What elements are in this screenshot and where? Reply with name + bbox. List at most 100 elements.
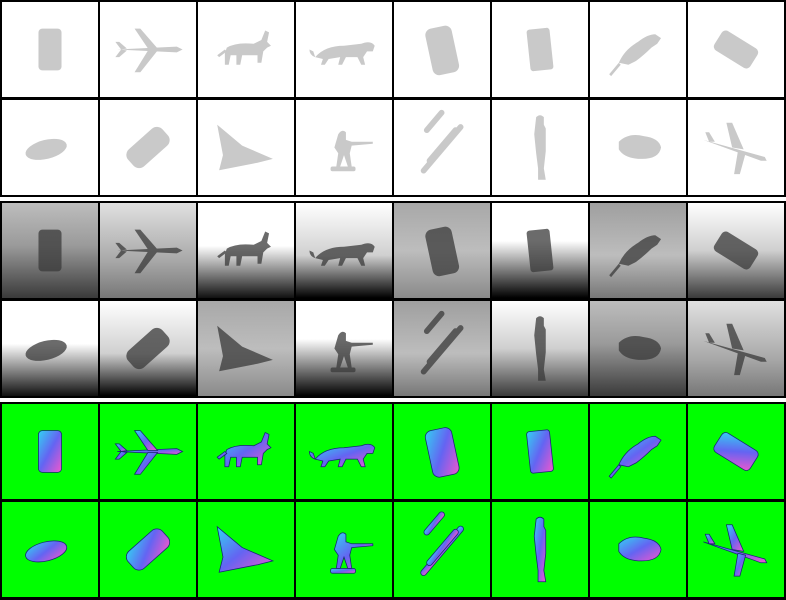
- rat-shape: [609, 34, 662, 77]
- view-cell-0-0-1: [100, 2, 196, 97]
- rat-render: [609, 235, 662, 278]
- view-cell-1-0-6: [590, 203, 686, 298]
- soldier-rifle-shape: [330, 331, 373, 373]
- view-cell-2-1-0: [2, 502, 98, 597]
- normal-map-grid: [0, 402, 786, 600]
- view-cell-2-1-5: [492, 502, 588, 597]
- rat-render: [609, 34, 662, 77]
- view-cell-1-1-3: [296, 301, 392, 396]
- airliner-angled-render: [703, 122, 767, 175]
- car-tilted-render: [126, 327, 170, 370]
- car-box-render: [526, 429, 554, 474]
- depth-grid: [0, 201, 786, 398]
- car-diagonal-shape: [713, 30, 759, 69]
- view-cell-1-0-7: [688, 203, 784, 298]
- view-cell-1-1-0: [2, 301, 98, 396]
- airliner-render: [115, 229, 183, 274]
- car-tilted-shape: [126, 126, 170, 169]
- standing-person-render: [534, 316, 546, 381]
- view-cell-0-0-3: [296, 2, 392, 97]
- panther-render: [309, 243, 375, 266]
- lump-animal-shape: [618, 336, 662, 360]
- car-diagonal-render: [713, 432, 759, 471]
- car-box-render: [526, 27, 554, 72]
- view-cell-0-1-1: [100, 100, 196, 195]
- view-cell-2-1-1: [100, 502, 196, 597]
- view-cell-1-1-4: [394, 301, 490, 396]
- standing-person-shape: [534, 115, 546, 180]
- car-topdown-render: [38, 28, 62, 71]
- airliner-angled-shape: [703, 323, 767, 376]
- car-low-shape: [25, 540, 68, 563]
- lump-animal-render: [618, 135, 662, 159]
- view-cell-0-1-3: [296, 100, 392, 195]
- car-diagonal-shape: [713, 231, 759, 270]
- car-tilted-shape: [125, 528, 171, 571]
- car-low-render: [25, 339, 67, 361]
- view-cell-2-1-3: [296, 502, 392, 597]
- view-cell-2-0-3: [296, 404, 392, 499]
- plane-topdown-shape: [420, 310, 464, 375]
- lump-animal-render: [618, 336, 662, 360]
- car-diagonal-render: [713, 30, 759, 69]
- stealth-jet-render: [216, 525, 275, 573]
- view-cell-1-0-2: [198, 203, 294, 298]
- car-box-render: [526, 228, 554, 273]
- car-angled-render: [425, 25, 460, 76]
- car-tilted-render: [126, 126, 170, 169]
- plane-topdown-render: [420, 511, 464, 576]
- panther-shape: [309, 42, 375, 65]
- car-angled-shape: [424, 427, 460, 478]
- standing-person-render: [534, 115, 546, 180]
- airliner-angled-shape: [703, 524, 768, 577]
- view-cell-0-1-0: [2, 100, 98, 195]
- donkey-shape: [217, 231, 271, 266]
- view-cell-1-1-7: [688, 301, 784, 396]
- donkey-render: [216, 431, 272, 468]
- car-topdown-shape: [38, 430, 62, 473]
- stealth-jet-shape: [217, 325, 273, 372]
- view-cell-0-0-4: [394, 2, 490, 97]
- rat-render: [608, 435, 662, 479]
- view-cell-0-0-2: [198, 2, 294, 97]
- car-box-shape: [526, 429, 554, 474]
- view-cell-0-0-0: [2, 2, 98, 97]
- car-angled-render: [425, 226, 460, 277]
- car-topdown-shape: [38, 28, 62, 71]
- view-cell-2-0-7: [688, 404, 784, 499]
- view-cell-0-1-5: [492, 100, 588, 195]
- plane-topdown-shape: [420, 109, 464, 174]
- view-cell-2-1-4: [394, 502, 490, 597]
- car-topdown-render: [38, 430, 62, 473]
- view-cell-1-0-1: [100, 203, 196, 298]
- car-box-shape: [526, 27, 554, 72]
- panther-render: [309, 42, 375, 65]
- view-cell-0-1-6: [590, 100, 686, 195]
- car-box-shape: [526, 228, 554, 273]
- stealth-jet-shape: [217, 124, 273, 171]
- view-cell-2-0-1: [100, 404, 196, 499]
- silhouette-grid: [0, 0, 786, 197]
- rat-shape: [608, 435, 662, 479]
- view-cell-1-0-3: [296, 203, 392, 298]
- view-cell-1-1-2: [198, 301, 294, 396]
- airliner-angled-shape: [703, 122, 767, 175]
- car-tilted-shape: [126, 327, 170, 370]
- view-cell-1-1-5: [492, 301, 588, 396]
- soldier-rifle-shape: [330, 130, 373, 172]
- view-cell-1-0-0: [2, 203, 98, 298]
- panther-shape: [309, 243, 375, 266]
- car-topdown-shape: [38, 229, 62, 272]
- car-diagonal-render: [713, 231, 759, 270]
- view-cell-0-1-2: [198, 100, 294, 195]
- standing-person-shape: [534, 316, 546, 381]
- view-cell-0-0-6: [590, 2, 686, 97]
- soldier-rifle-render: [330, 532, 374, 574]
- rat-shape: [609, 235, 662, 278]
- car-angled-shape: [425, 25, 460, 76]
- soldier-rifle-render: [330, 130, 373, 172]
- view-cell-2-0-4: [394, 404, 490, 499]
- airliner-render: [114, 430, 184, 475]
- car-angled-shape: [425, 226, 460, 277]
- view-cell-2-1-2: [198, 502, 294, 597]
